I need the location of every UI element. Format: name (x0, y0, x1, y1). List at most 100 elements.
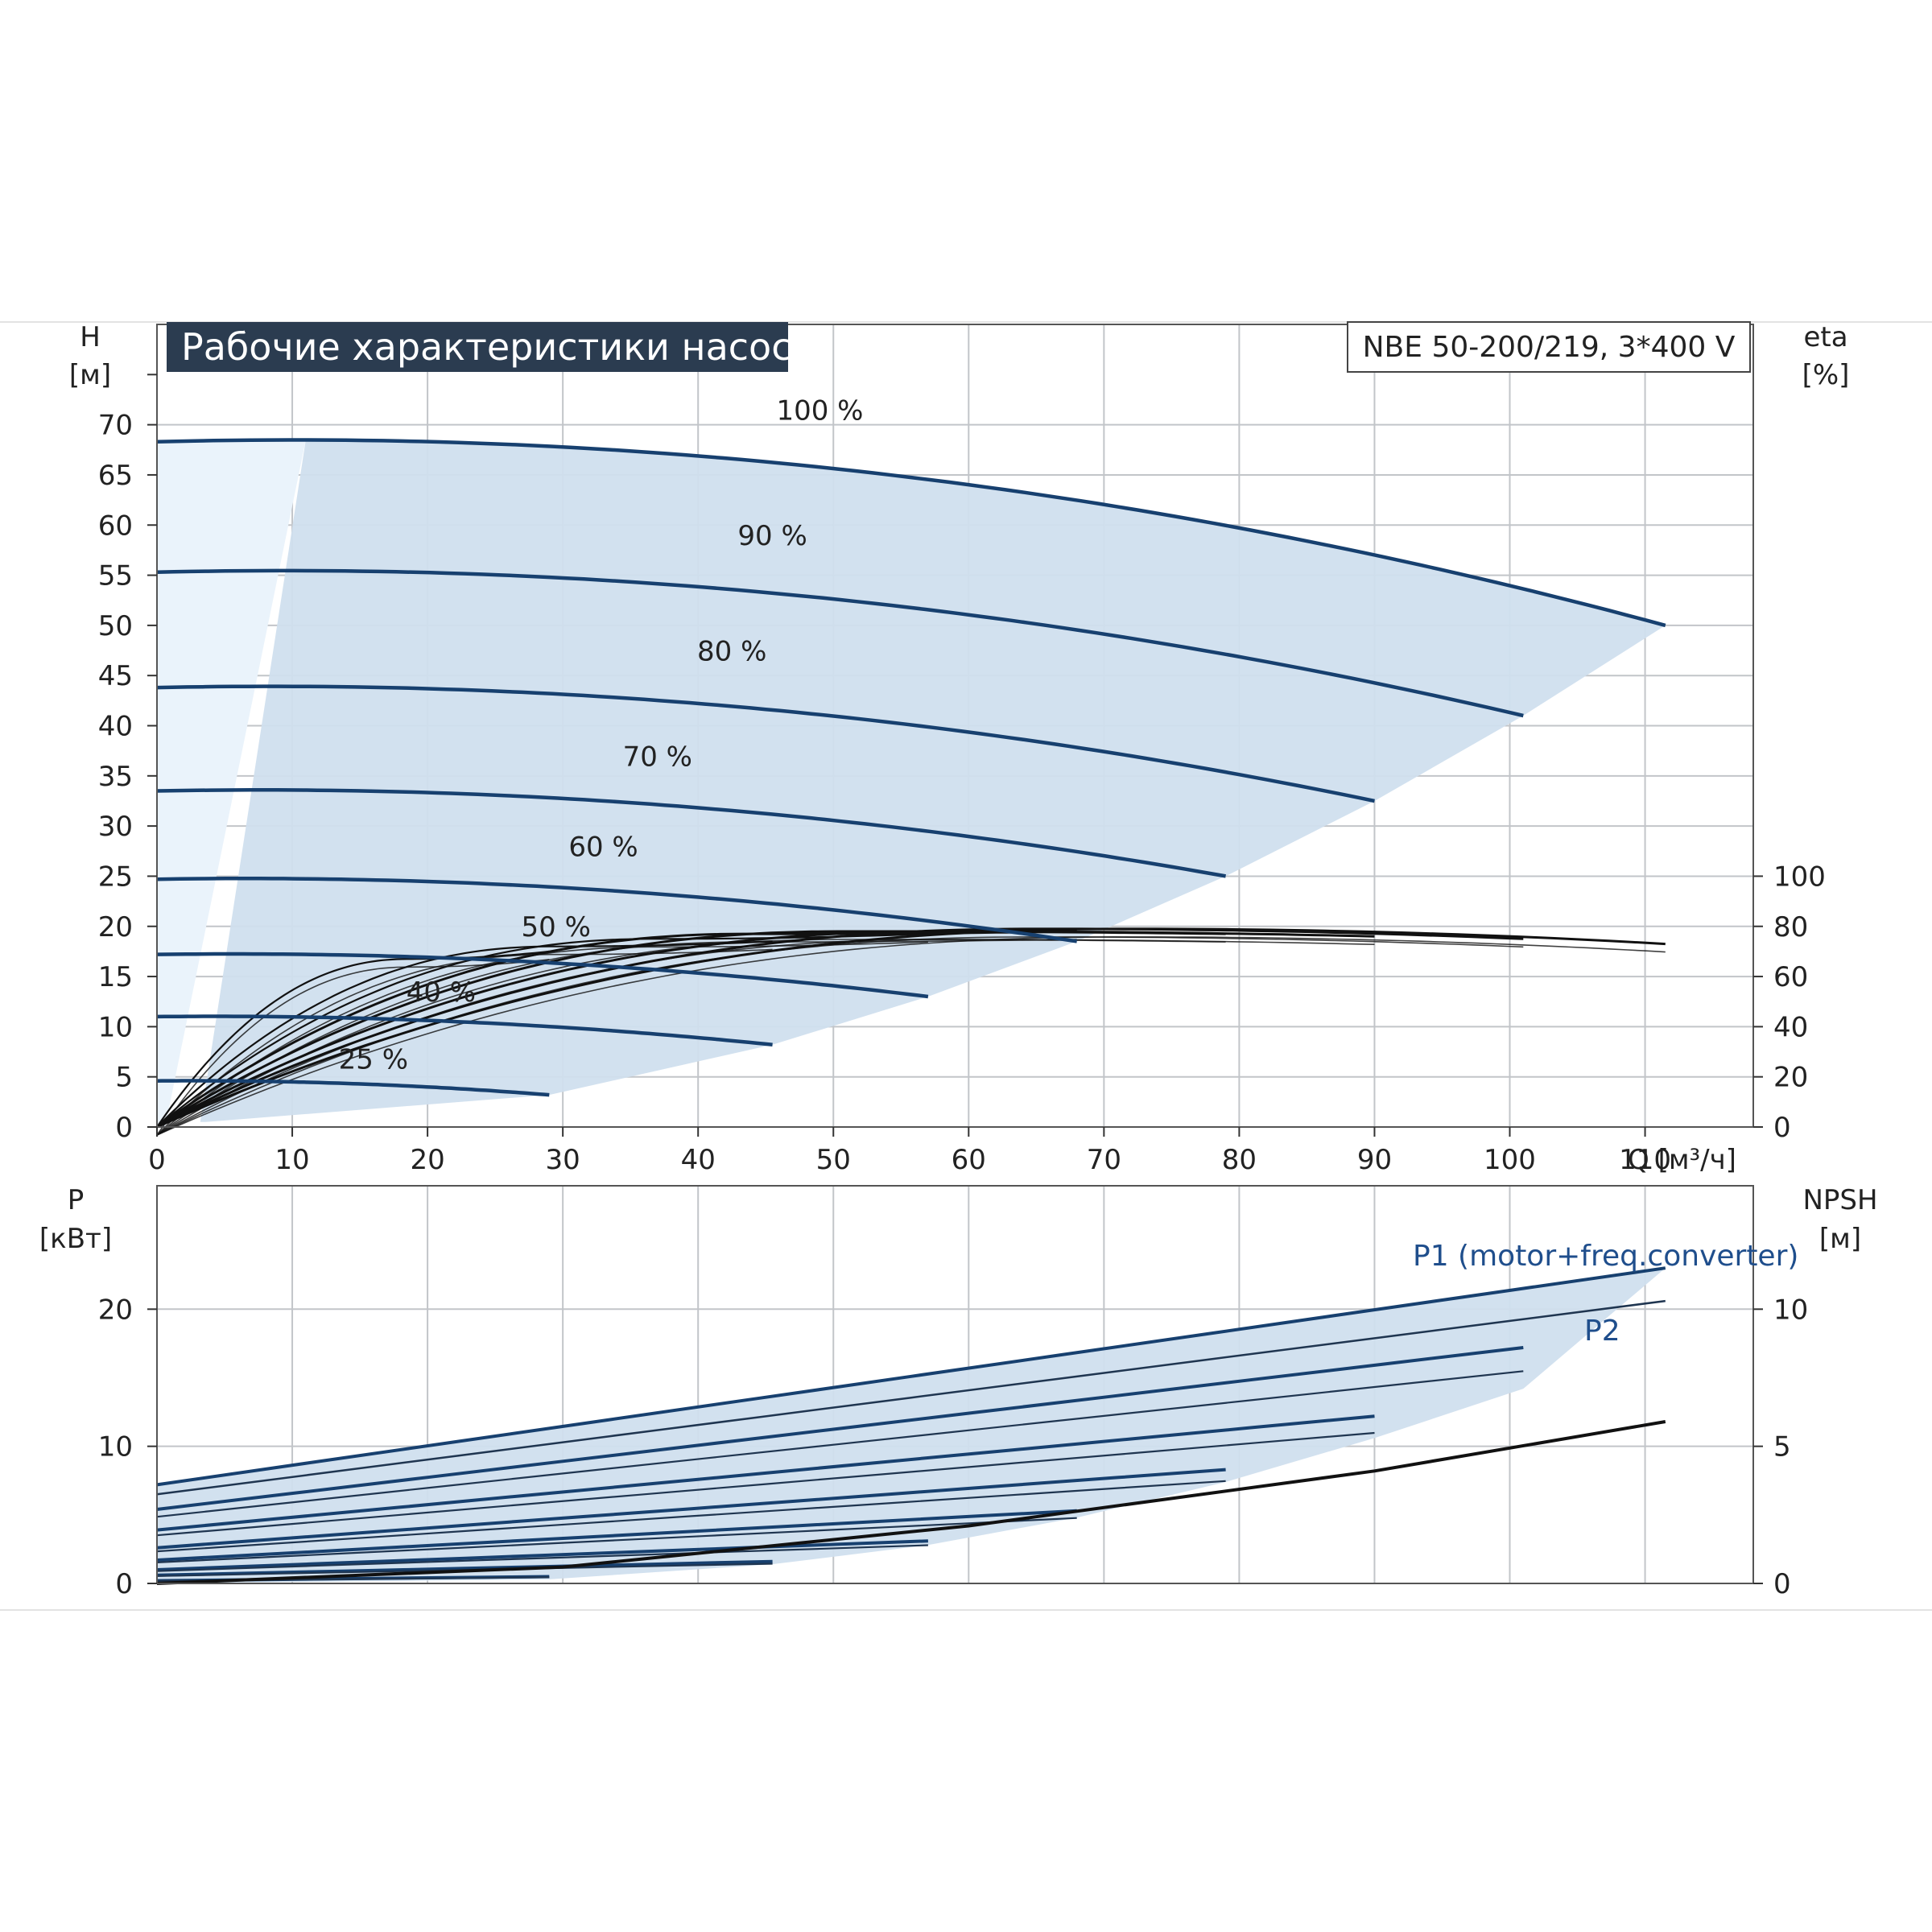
p-tick-label: 20 (98, 1294, 133, 1326)
speed-curve-label: 70 % (623, 741, 692, 773)
p1-speed-curve (156, 1346, 1524, 1511)
y-tick-label: 20 (98, 911, 133, 943)
x-tick-label: 30 (546, 1144, 580, 1176)
efficiency-curve (156, 940, 773, 1128)
head-curve (156, 1079, 550, 1097)
x-tick-label: 10 (275, 1144, 309, 1176)
speed-curve-label: 90 % (737, 520, 807, 552)
p-axis-label: P (68, 1184, 85, 1216)
x-tick-label: 110 (1619, 1144, 1671, 1176)
pump-model-label: NBE 50-200/219, 3*400 V (1363, 331, 1736, 364)
head-curve (156, 568, 1524, 718)
y-tick-label: 35 (98, 761, 133, 793)
y2-axis-label: eta (1803, 321, 1847, 353)
head-curves (156, 438, 1666, 1097)
y2-axis-unit: [%] (1802, 359, 1850, 391)
npsh-line (156, 1420, 1666, 1585)
npsh-tick-label: 5 (1773, 1431, 1791, 1463)
y-tick-label: 40 (98, 711, 133, 743)
npsh-curve (156, 1420, 1666, 1585)
p2-curve (156, 1299, 1666, 1496)
npsh-tick-label: 0 (1773, 1568, 1791, 1600)
npsh-axis-label: NPSH (1802, 1184, 1877, 1216)
y-tick-label: 30 (98, 811, 133, 843)
npsh-axis-unit: [м] (1819, 1223, 1861, 1255)
efficiency-curve-shadow (156, 948, 773, 1136)
speed-curve-label: 25 % (339, 1044, 408, 1076)
y2-tick-label: 100 (1773, 861, 1826, 893)
y-axis-label: H (80, 321, 101, 353)
speed-curve-label: 40 % (407, 976, 476, 1009)
p1-speed-curve (156, 1539, 928, 1571)
speed-curve-label: 100 % (776, 394, 863, 427)
y-tick-label: 15 (98, 961, 133, 993)
x-tick-label: 70 (1087, 1144, 1121, 1176)
x-tick-label: 80 (1222, 1144, 1257, 1176)
model-box: NBE 50-200/219, 3*400 V (1347, 321, 1751, 373)
x-tick-label: 0 (148, 1144, 166, 1176)
speed-curve-label: 80 % (697, 635, 766, 667)
power-axis-ticks: 0 10 20 0 5 10 (98, 1294, 1809, 1600)
p1-series-label: P1 (motor+freq.converter) (1413, 1240, 1798, 1273)
title-banner: Рабочие характеристики насоса (167, 322, 815, 372)
head-curve (156, 877, 1078, 943)
p1-speed-curve (156, 1468, 1226, 1550)
x-tick-label: 100 (1484, 1144, 1536, 1176)
p2-speed-curve (156, 1370, 1524, 1518)
y-tick-label: 50 (98, 610, 133, 642)
speed-curve-label: 50 % (522, 911, 591, 943)
efficiency-curve-shadow (156, 959, 550, 1136)
x-axis-label: Q [м³/ч] (1628, 1144, 1736, 1176)
p2-speed-curve (156, 1517, 1077, 1563)
head-curve (156, 438, 1666, 628)
power-range-fill (157, 1268, 1666, 1583)
speed-curve-label: 60 % (568, 832, 638, 864)
head-axis-ticks: 0510152025303540455055606570020406080100… (98, 374, 1826, 1176)
x-tick-label: 40 (681, 1144, 716, 1176)
p1-speed-curve (156, 1414, 1375, 1532)
p2-speed-curve (156, 1480, 1226, 1553)
y-tick-label: 55 (98, 560, 133, 592)
power-npsh-panel: 0 10 20 0 5 10 P [кВт] NPSH [м] P1 (motor+fre… (39, 1184, 1878, 1600)
y-tick-label: 0 (115, 1112, 133, 1144)
y2-tick-label: 0 (1773, 1112, 1791, 1144)
y-tick-label: 25 (98, 861, 133, 893)
y-tick-label: 60 (98, 510, 133, 542)
p2-speed-curve (156, 1431, 1375, 1537)
p1-curve (156, 1266, 1666, 1487)
efficiency-curve (156, 950, 550, 1128)
y2-tick-label: 40 (1773, 1011, 1808, 1043)
y-tick-label: 5 (115, 1062, 133, 1094)
npsh-tick-label: 10 (1773, 1294, 1808, 1326)
p2-speed-curve (156, 1544, 928, 1572)
y2-tick-label: 80 (1773, 911, 1808, 943)
y-tick-label: 10 (98, 1011, 133, 1043)
p-tick-label: 10 (98, 1431, 133, 1463)
efficiency-curve-shadow (156, 936, 1666, 1136)
p-tick-label: 0 (115, 1568, 133, 1600)
y-tick-label: 70 (98, 410, 133, 442)
x-tick-label: 60 (952, 1144, 986, 1176)
p1-speed-curve (156, 1509, 1077, 1562)
power-range (157, 1268, 1666, 1583)
head-curve (156, 788, 1226, 878)
y-tick-label: 65 (98, 460, 133, 492)
x-tick-label: 50 (816, 1144, 851, 1176)
y-tick-label: 45 (98, 660, 133, 692)
x-tick-label: 20 (410, 1144, 444, 1176)
head-efficiency-panel: 100 % 90 % 80 % 70 % 60 % 50 % 40 % 25 % 0 5 10 15… (69, 321, 1850, 1176)
head-curve (156, 684, 1375, 803)
efficiency-curves (156, 927, 1666, 1136)
power-plot-frame (156, 1185, 1754, 1584)
head-curve (156, 952, 929, 999)
p-axis-unit: [кВт] (39, 1223, 112, 1255)
y2-tick-label: 60 (1773, 961, 1808, 993)
head-curve (156, 1014, 773, 1047)
x-tick-label: 90 (1357, 1144, 1392, 1176)
p2-series-label: P2 (1584, 1315, 1620, 1348)
y2-tick-label: 20 (1773, 1062, 1808, 1094)
p1-speed-curve (156, 1559, 773, 1577)
chart-title: Рабочие характеристики насоса (181, 325, 815, 369)
y-axis-unit: [м] (69, 359, 111, 391)
